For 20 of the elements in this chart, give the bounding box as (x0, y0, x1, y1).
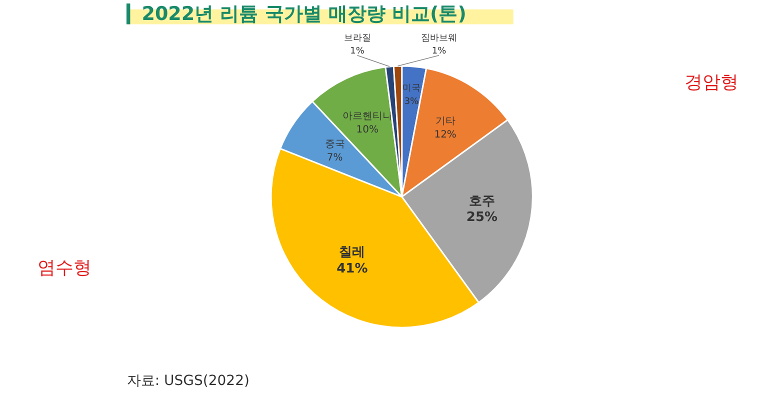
slice-label: 브라질 (344, 33, 371, 44)
data-label: 7% (326, 152, 343, 164)
data-label: 3% (404, 96, 420, 107)
slice-label: 아르헨티나 (342, 111, 392, 122)
text: 자료: USGS(2022) (126, 373, 250, 390)
data-label: 25% (466, 210, 498, 226)
data-label: 10% (356, 124, 378, 136)
data-label: 1% (432, 46, 447, 57)
slice-label: 짐바브웨 (421, 33, 458, 44)
slice-label: 중국 (324, 138, 345, 150)
slice-label: 기타 (435, 116, 456, 128)
chart-title: 2022년 리튬 국가별 매장량 비교(톤) (142, 2, 466, 25)
slice-label: 미국 (402, 83, 420, 94)
data-label: 41% (336, 262, 368, 277)
text: 염수형 (38, 258, 92, 279)
text: 경암형 (684, 72, 738, 93)
slice-label: 칠레 (339, 245, 366, 260)
data-label: 12% (434, 129, 456, 140)
data-label: 1% (350, 46, 365, 57)
slice-label: 호주 (468, 194, 495, 209)
